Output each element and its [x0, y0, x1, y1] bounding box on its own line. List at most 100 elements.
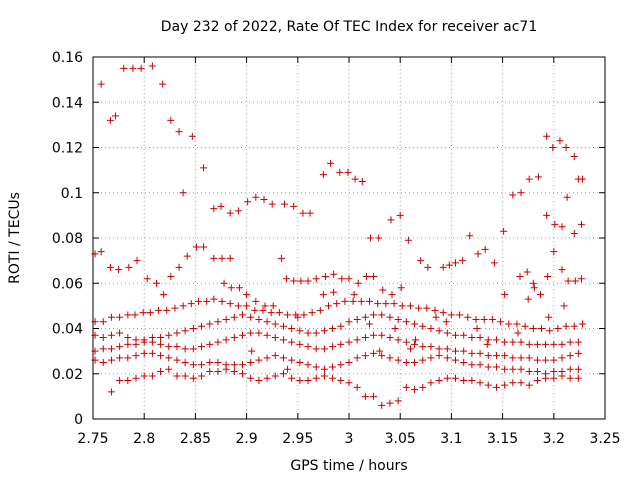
data-point	[188, 132, 196, 140]
data-point	[451, 347, 459, 355]
data-point	[390, 300, 398, 308]
data-point	[435, 327, 443, 335]
data-point	[353, 315, 361, 323]
data-point	[222, 365, 230, 373]
data-point	[297, 277, 305, 285]
data-point	[564, 277, 572, 285]
data-point	[361, 313, 369, 321]
data-point	[271, 334, 279, 342]
data-point	[132, 352, 140, 360]
data-point	[523, 268, 531, 276]
data-point	[173, 329, 181, 337]
data-point	[484, 336, 492, 344]
data-point	[474, 250, 482, 258]
data-point	[545, 313, 553, 321]
data-point	[497, 318, 505, 326]
data-point	[214, 338, 222, 346]
data-point	[263, 318, 271, 326]
data-point	[329, 363, 337, 371]
data-point	[556, 137, 564, 145]
data-point	[533, 356, 541, 364]
data-point	[284, 311, 292, 319]
data-point	[132, 340, 140, 348]
data-point	[570, 153, 578, 161]
data-point	[435, 345, 443, 353]
data-point	[206, 320, 214, 328]
data-point	[386, 313, 394, 321]
data-point	[148, 338, 156, 346]
data-point	[189, 345, 197, 353]
data-point	[443, 374, 451, 382]
data-point	[402, 358, 410, 366]
data-point	[189, 374, 197, 382]
data-point	[353, 336, 361, 344]
data-point	[133, 257, 141, 265]
data-point	[304, 361, 312, 369]
data-point	[551, 220, 559, 228]
data-point	[218, 254, 226, 262]
data-point	[351, 175, 359, 183]
y-tick-label: 0.16	[52, 50, 83, 66]
data-point	[299, 209, 307, 217]
data-point	[337, 361, 345, 369]
data-point	[550, 367, 558, 375]
data-point	[277, 254, 285, 262]
data-point	[367, 234, 375, 242]
data-point	[125, 263, 133, 271]
data-point	[402, 338, 410, 346]
data-point	[116, 313, 124, 321]
data-point	[378, 352, 386, 360]
data-point	[263, 331, 271, 339]
data-point	[490, 259, 498, 267]
data-point	[533, 367, 541, 375]
data-point	[542, 340, 550, 348]
data-point	[509, 191, 517, 199]
y-tick-label: 0.1	[61, 186, 83, 202]
y-axis-label: ROTI / TECUs	[7, 192, 23, 284]
data-point	[230, 334, 238, 342]
data-point	[525, 340, 533, 348]
data-point	[124, 311, 132, 319]
data-point	[252, 193, 260, 201]
data-point	[382, 300, 390, 308]
data-point	[423, 304, 431, 312]
data-point	[131, 311, 139, 319]
data-point	[329, 343, 337, 351]
data-point	[107, 313, 115, 321]
data-point	[173, 372, 181, 380]
data-point	[181, 372, 189, 380]
data-point	[484, 363, 492, 371]
data-point	[536, 291, 544, 299]
data-point	[378, 331, 386, 339]
y-tick-label: 0.08	[52, 231, 83, 247]
data-point	[365, 320, 373, 328]
data-point	[357, 297, 365, 305]
data-point	[431, 306, 439, 314]
data-point	[327, 159, 335, 167]
data-point	[394, 397, 402, 405]
data-point	[563, 193, 571, 201]
data-point	[306, 209, 314, 217]
data-point	[419, 322, 427, 330]
data-point	[159, 80, 167, 88]
data-point	[378, 311, 386, 319]
data-point	[439, 263, 447, 271]
data-point	[226, 300, 234, 308]
data-point	[501, 352, 509, 360]
data-point	[525, 175, 533, 183]
data-point	[116, 343, 124, 351]
data-point	[546, 327, 554, 335]
data-point	[107, 388, 115, 396]
data-point	[173, 356, 181, 364]
data-point	[550, 248, 558, 256]
data-point	[435, 352, 443, 360]
data-point	[432, 313, 440, 321]
data-point	[112, 112, 120, 120]
data-point	[443, 354, 451, 362]
data-point	[320, 345, 328, 353]
data-point	[543, 211, 551, 219]
data-point	[378, 401, 386, 409]
data-point	[365, 297, 373, 305]
data-point	[349, 297, 357, 305]
